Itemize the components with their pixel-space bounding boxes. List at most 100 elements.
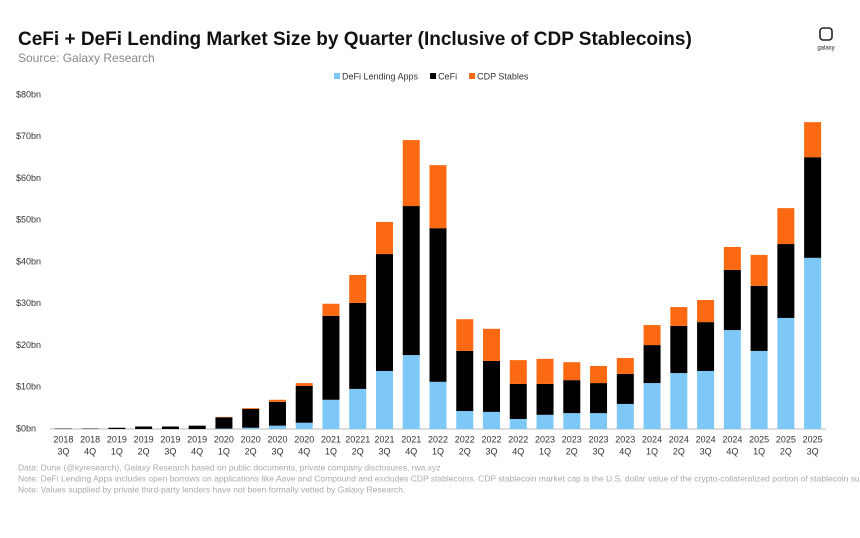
x-tick-label: 3Q (593, 446, 605, 456)
bar-segment (804, 122, 822, 158)
bar-segment (777, 208, 795, 245)
x-tick-label: 2021 (401, 434, 421, 444)
x-tick-label: 2023 (589, 434, 609, 444)
bar-segment (322, 303, 340, 316)
x-tick-label: 2022 (428, 434, 448, 444)
x-tick-label: 3Q (486, 446, 498, 456)
bar-segment (777, 244, 795, 318)
bar-segment (135, 426, 153, 429)
bar-segment (402, 140, 420, 207)
bar-segment (670, 307, 688, 326)
bar-segment (536, 383, 554, 415)
y-tick-label: $70bn (16, 131, 41, 141)
bar-segment (670, 325, 688, 374)
bar-segment (322, 315, 340, 400)
x-tick-label: 2020 (241, 434, 261, 444)
y-tick-label: $50bn (16, 215, 41, 225)
y-tick-label: $0bn (16, 423, 36, 433)
bar-segment (643, 383, 661, 429)
x-tick-label: 2019 (107, 434, 127, 444)
y-tick-label: $20bn (16, 340, 41, 350)
bar-segment (349, 274, 367, 303)
bar-segment (429, 228, 447, 382)
x-tick-label: 2Q (245, 446, 257, 456)
bar-segment (750, 350, 768, 429)
x-tick-label: 1Q (646, 446, 658, 456)
bar-segment (590, 413, 608, 429)
footnote: Data: Dune (@kyresearch), Galaxy Researc… (18, 462, 440, 472)
x-tick-label: 2020 (267, 434, 287, 444)
bar-segment (108, 427, 126, 429)
x-tick-label: 2023 (535, 434, 555, 444)
bar-segment (723, 269, 741, 331)
x-tick-label: 1Q (325, 446, 337, 456)
bar-segment (616, 403, 634, 429)
x-tick-label: 4Q (84, 446, 96, 456)
x-tick-label: 2019 (134, 434, 154, 444)
bar-segment (242, 427, 260, 429)
bar-segment (429, 381, 447, 429)
bar-segment (295, 383, 313, 386)
bar-segment (456, 319, 474, 351)
bar-segment (268, 399, 286, 402)
x-tick-label: 2Q (352, 446, 364, 456)
chart-subtitle: Source: Galaxy Research (18, 51, 155, 65)
bar-segment (242, 408, 260, 428)
bar-segment (402, 206, 420, 356)
x-tick-label: 2019 (187, 434, 207, 444)
bar-segment (483, 411, 501, 429)
logo-text: galaxy (817, 46, 834, 52)
x-tick-label: 2024 (642, 434, 662, 444)
x-tick-label: 3Q (378, 446, 390, 456)
bar-segment (723, 330, 741, 429)
chart-title: CeFi + DeFi Lending Market Size by Quart… (18, 29, 692, 50)
x-tick-label: 1Q (218, 446, 230, 456)
x-tick-label: 2025 (749, 434, 769, 444)
bar-segment (375, 254, 393, 371)
bar-segment (509, 418, 527, 429)
legend-label: CDP Stables (477, 71, 529, 81)
bar-segment (643, 345, 661, 384)
x-tick-label: 2018 (53, 434, 73, 444)
x-tick-label: 3Q (57, 446, 69, 456)
x-tick-label: 2024 (722, 434, 742, 444)
bar-segment (349, 302, 367, 389)
x-tick-label: 4Q (405, 446, 417, 456)
bar-segment (697, 299, 715, 323)
bar-segment (590, 365, 608, 384)
x-tick-label: 2Q (673, 446, 685, 456)
x-tick-label: 20221 (345, 434, 370, 444)
bar-segment (697, 322, 715, 371)
x-tick-label: 2020 (294, 434, 314, 444)
bar-segment (804, 257, 822, 429)
x-tick-label: 2022 (482, 434, 502, 444)
x-tick-label: 2022 (508, 434, 528, 444)
bar-segment (349, 388, 367, 429)
footnote: Note: DeFi Lending Apps includes open bo… (18, 473, 860, 483)
x-tick-label: 2Q (566, 446, 578, 456)
x-tick-label: 1Q (753, 446, 765, 456)
legend-swatch (430, 73, 437, 79)
y-tick-label: $60bn (16, 173, 41, 183)
bar-segment (563, 380, 581, 414)
x-tick-label: 2022 (455, 434, 475, 444)
x-tick-label: 2Q (780, 446, 792, 456)
bar-segment (509, 360, 527, 384)
x-tick-label: 2021 (321, 434, 341, 444)
legend-label: CeFi (438, 71, 457, 81)
x-tick-label: 2023 (615, 434, 635, 444)
bar-segment (242, 408, 260, 409)
bar-segment (456, 411, 474, 429)
bar-segment (295, 422, 313, 429)
x-tick-label: 2021 (374, 434, 394, 444)
x-tick-label: 2025 (776, 434, 796, 444)
bar-segment (215, 417, 233, 429)
x-tick-label: 2024 (669, 434, 689, 444)
bar-segment (402, 355, 420, 429)
x-tick-label: 2020 (214, 434, 234, 444)
legend-swatch (334, 73, 340, 79)
bar-segment (429, 165, 447, 229)
bar-segment (268, 401, 286, 426)
bar-segment (509, 383, 527, 419)
